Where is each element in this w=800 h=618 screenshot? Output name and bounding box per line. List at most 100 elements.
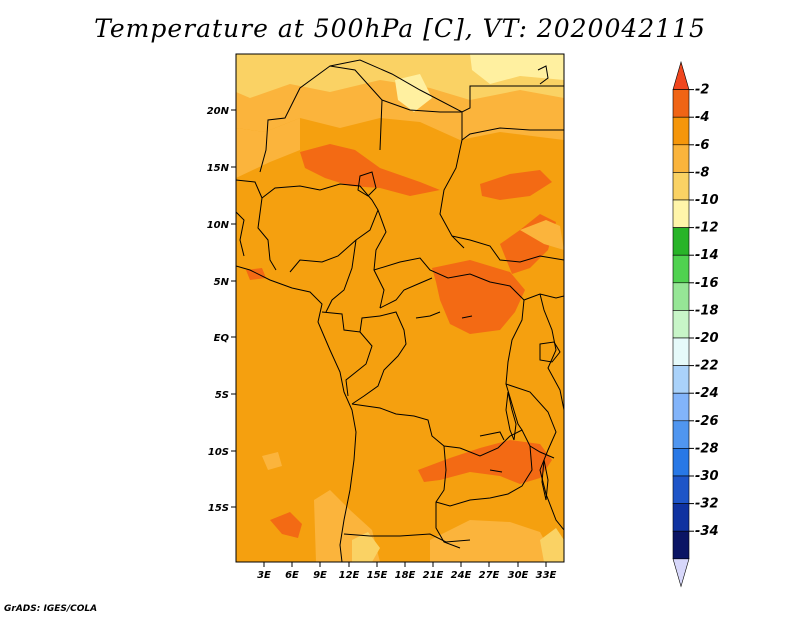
border-4 [325, 239, 357, 313]
colorbar-label: -6 [695, 138, 709, 153]
field-band-northwest [236, 118, 300, 178]
lat-tick-labels: 20N 15N 10N 5N EQ 5S 10S 15S [207, 106, 230, 514]
lon-tick-label: 3E [257, 570, 271, 581]
field-warm-4 [480, 170, 552, 200]
colorbar-swatch [672, 503, 690, 532]
border-south-sudan [523, 293, 564, 301]
lon-tick-label: 6E [285, 570, 299, 581]
lat-tick-label: 20N [207, 106, 230, 117]
border-congo [345, 331, 373, 397]
grads-credit: GrADS: IGES/COLA [4, 604, 98, 614]
border-chad [259, 65, 383, 173]
field-warm-6 [270, 512, 302, 538]
lat-tick-label: EQ [214, 333, 230, 344]
colorbar-label: -14 [695, 248, 719, 263]
lat-tick-label: 5N [214, 277, 230, 288]
field-warm-5 [418, 440, 552, 484]
colorbar-label: -16 [695, 276, 719, 291]
colorbar-swatch [672, 448, 690, 477]
colorbar-label: -18 [695, 303, 719, 318]
lat-tick-label: 5S [215, 390, 229, 401]
border-car [373, 257, 525, 301]
river-congo-1 [415, 311, 441, 319]
river-small [489, 469, 503, 473]
border-libya [329, 59, 564, 113]
colorbar-swatch [672, 420, 690, 449]
border-west-coast-north [236, 211, 245, 257]
colorbar-label: -32 [695, 497, 719, 512]
colorbar-label: -8 [695, 165, 709, 180]
colorbar-label: -20 [695, 331, 719, 346]
colorbar-label: -4 [695, 110, 709, 125]
lake-malawi [541, 459, 549, 501]
border-chad-east [381, 99, 465, 249]
colorbar-swatch [672, 392, 690, 422]
colorbar-swatch [672, 199, 690, 228]
colorbar-swatch [672, 172, 690, 201]
colorbar-label: -24 [695, 386, 719, 401]
map-title: Temperature at 500hPa [C], VT: 202004211… [94, 14, 706, 43]
field-pale-southeast [540, 528, 564, 562]
border-zambia [435, 429, 533, 507]
country-borders [236, 59, 564, 562]
lake-tanganyika [505, 391, 517, 441]
colorbar-labels: -2 -4 -6 -8 -10 -12 -14 -16 -18 -20 -22 -24 -26 -28 -3… [695, 83, 719, 540]
lon-axis [263, 562, 547, 567]
colorbar-label: -28 [695, 441, 719, 456]
field-pale-south [352, 532, 380, 562]
river-congo-2 [461, 315, 473, 319]
colorbar-label: -26 [695, 414, 719, 429]
colorbar-swatch [672, 116, 690, 146]
temperature-field [236, 54, 564, 562]
field-pale-north2 [395, 74, 432, 112]
field-light-east [520, 220, 564, 250]
field-warm-2 [432, 260, 525, 334]
colorbar-swatch [672, 282, 690, 311]
river-zambezi [479, 431, 505, 441]
colorbar-swatch [672, 530, 690, 560]
lon-tick-label: 21E [423, 570, 444, 581]
border-east-3 [505, 383, 564, 531]
colorbar-label: -2 [695, 83, 709, 98]
border-gabon [321, 311, 381, 333]
border-3 [373, 209, 387, 309]
colorbar [672, 60, 694, 588]
colorbar-label: -34 [695, 524, 719, 539]
colorbar-swatch [672, 144, 690, 173]
lat-axis [231, 109, 236, 508]
lon-tick-label: 12E [339, 570, 360, 581]
border-sudan [461, 127, 564, 141]
lon-tick-label: 30E [508, 570, 529, 581]
border-east-2 [539, 293, 564, 411]
lon-tick-label: 33E [536, 570, 557, 581]
border-namibia [343, 533, 471, 543]
lon-tick-label: 24E [451, 570, 472, 581]
colorbar-swatch [672, 475, 690, 504]
colorbar-swatch [672, 60, 690, 90]
border-car-south [379, 277, 433, 309]
colorbar-swatch [672, 337, 690, 366]
field-light-south-3 [262, 452, 282, 470]
red-sea-coast [537, 65, 549, 85]
border-1 [236, 179, 277, 271]
lon-tick-label: 9E [313, 570, 327, 581]
colorbar-swatch [672, 227, 690, 256]
field-light-south-2 [430, 520, 556, 562]
colorbar-swatch [672, 558, 690, 588]
lake-chad [357, 171, 377, 197]
coastline-west [236, 265, 357, 562]
field-pale-north [470, 54, 564, 84]
border-2 [261, 183, 379, 273]
colorbar-swatch [672, 310, 690, 339]
lat-tick-label: 15S [208, 503, 229, 514]
colorbar-label: -10 [695, 193, 719, 208]
map-frame [235, 53, 565, 563]
lake-victoria [539, 341, 561, 363]
field-warm-1 [300, 144, 440, 196]
colorbar-label: -12 [695, 221, 719, 236]
lat-tick-label: 10N [207, 220, 230, 231]
colorbar-swatch [672, 254, 690, 284]
colorbar-label: -22 [695, 359, 719, 374]
colorbar-swatch [672, 365, 690, 394]
